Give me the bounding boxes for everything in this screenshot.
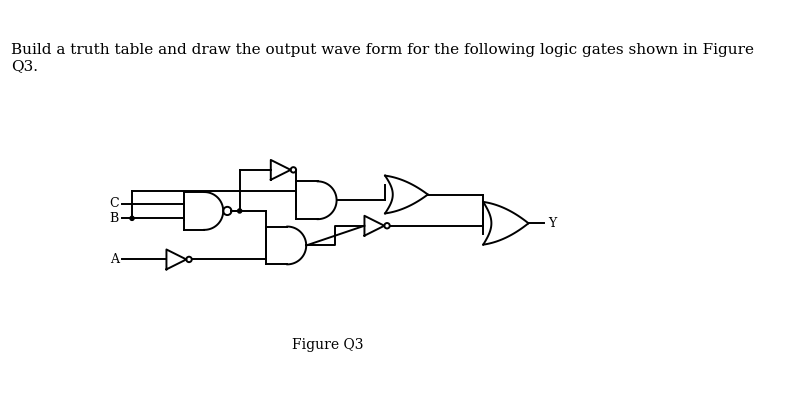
Text: Build a truth table and draw the output wave form for the following logic gates : Build a truth table and draw the output … [11, 43, 754, 73]
Text: B: B [110, 212, 119, 225]
Text: C: C [110, 197, 119, 210]
Text: Y: Y [548, 217, 556, 230]
Circle shape [130, 216, 134, 220]
Text: Figure Q3: Figure Q3 [292, 338, 364, 352]
Circle shape [237, 209, 241, 213]
Text: A: A [110, 253, 119, 266]
